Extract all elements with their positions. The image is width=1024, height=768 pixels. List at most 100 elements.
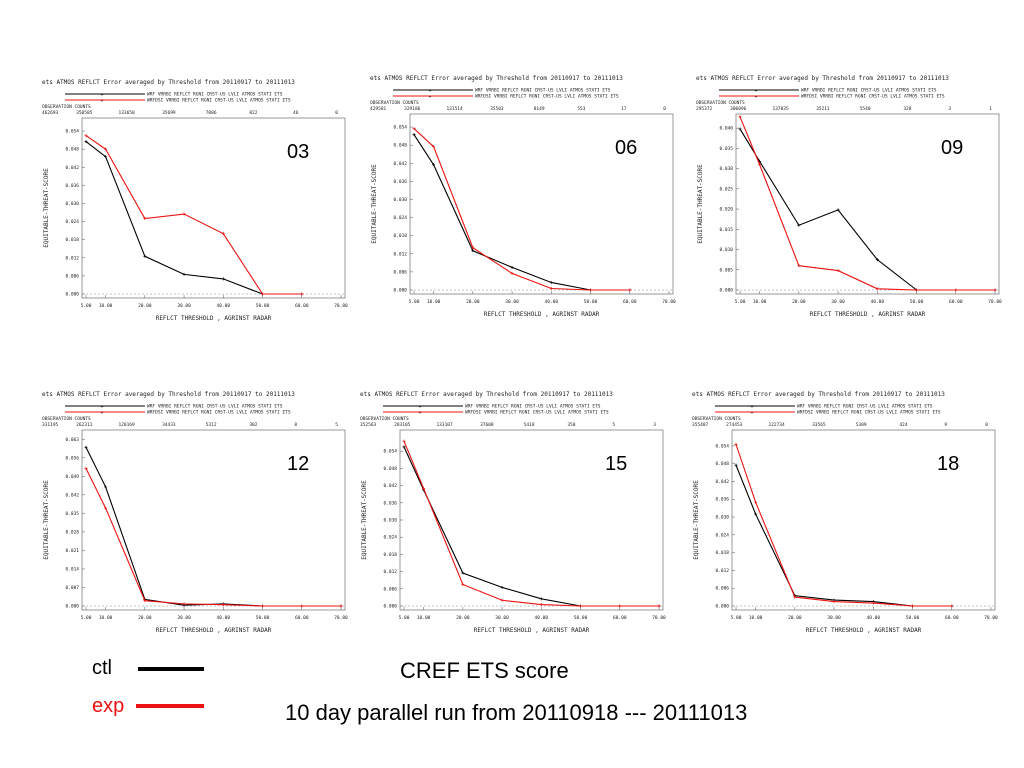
- data-point-exp: [954, 288, 958, 292]
- ctl-legend-line: [138, 667, 204, 671]
- y-tick-label: 0.012: [383, 569, 397, 575]
- x-tick-label: 70.00: [652, 615, 666, 621]
- data-point-exp: [182, 602, 186, 606]
- obs-count: 1: [989, 106, 992, 112]
- legend-ctl-text: WRF VRRBI REFLCT RGNI CRST-US LVLI ATMOS…: [801, 88, 937, 94]
- obs-count: 17: [621, 106, 627, 112]
- series-line-ctl: [413, 134, 630, 291]
- y-tick-label: 0.030: [715, 515, 729, 521]
- data-point-exp: [300, 604, 304, 608]
- obs-count: 274453: [726, 422, 743, 428]
- data-point-exp: [797, 264, 801, 268]
- x-tick-label: 60.00: [295, 615, 309, 621]
- obs-header: OBSERVATION COUNTS: [692, 416, 741, 422]
- data-point-ctl: [412, 133, 416, 137]
- y-tick-label: 0.028: [65, 529, 79, 535]
- legend-exp-marker: +: [101, 411, 104, 416]
- chart-title: ets ATMOS REFLCT Error averaged by Thres…: [692, 391, 945, 398]
- chart-title: ets ATMOS REFLCT Error averaged by Thres…: [370, 75, 623, 82]
- x-tick-label: 10.00: [417, 615, 431, 621]
- x-tick-label: 5.00: [399, 615, 410, 621]
- x-tick-label: 40.00: [217, 303, 231, 309]
- obs-count: 283105: [394, 422, 411, 428]
- x-tick-label: 40.00: [871, 299, 885, 305]
- footer-subtitle: 10 day parallel run from 20110918 --- 20…: [285, 700, 748, 725]
- chart-title: ets ATMOS REFLCT Error averaged by Thres…: [360, 391, 613, 398]
- data-point-exp: [261, 604, 265, 608]
- x-tick-label: 50.00: [906, 615, 920, 621]
- obs-count: 5312: [206, 422, 217, 428]
- y-axis-label: EQUITABLE-THREAT-SCORE: [697, 164, 704, 244]
- obs-count: 553: [577, 106, 585, 112]
- x-tick-label: 10.00: [427, 299, 441, 305]
- chart-panel-15: ets ATMOS REFLCT Error averaged by Thres…: [358, 390, 668, 635]
- data-point-exp: [104, 506, 108, 510]
- x-axis-label: REFLCT THRESHOLD , AGRINST RADAR: [484, 311, 600, 318]
- chart-svg-12: ets ATMOS REFLCT Error averaged by Thres…: [42, 391, 348, 634]
- data-point-ctl: [143, 254, 147, 258]
- plot-frame: [735, 113, 1000, 295]
- x-tick-label: 50.00: [584, 299, 598, 305]
- data-point-exp: [412, 127, 416, 131]
- data-point-exp: [911, 604, 915, 608]
- data-point-exp: [221, 232, 225, 236]
- data-point-ctl: [104, 155, 108, 159]
- legend-ctl-text: WRF VRRBI REFLCT RGNI CRST-US LVLI ATMOS…: [797, 404, 933, 410]
- legend-ctl-text: WRF VRRBI REFLCT RGNI CRST-US LVLI ATMOS…: [147, 404, 283, 410]
- data-point-exp: [758, 163, 762, 167]
- exp-legend-line: [136, 704, 204, 708]
- obs-count: 7086: [206, 110, 217, 116]
- series-line-ctl: [735, 464, 952, 607]
- data-point-exp: [832, 600, 836, 604]
- y-tick-label: 0.000: [393, 288, 407, 294]
- chart-svg-03: ets ATMOS REFLCT Error averaged by Thres…: [42, 79, 348, 322]
- chart-panel-18: ets ATMOS REFLCT Error averaged by Thres…: [690, 390, 1000, 635]
- y-tick-label: 0.010: [719, 247, 733, 253]
- obs-count: 5309: [856, 422, 867, 428]
- obs-count: 5540: [860, 106, 871, 112]
- x-tick-label: 5.00: [731, 615, 742, 621]
- ctl-legend-label: ctl: [92, 657, 112, 679]
- x-tick-label: 30.00: [827, 615, 841, 621]
- obs-count: 331195: [42, 422, 59, 428]
- data-point-exp: [950, 604, 954, 608]
- x-tick-label: 60.00: [945, 615, 959, 621]
- forecast-hour-label: 12: [287, 453, 309, 475]
- y-tick-label: 0.063: [65, 437, 79, 443]
- obs-count: 429581: [370, 106, 387, 112]
- y-tick-label: 0.006: [383, 586, 397, 592]
- y-tick-label: 0.035: [65, 511, 79, 517]
- y-tick-label: 0.048: [393, 143, 407, 149]
- obs-count: 350585: [76, 110, 93, 116]
- legend-exp-text: WRFDSI VRRBI REFLCT RGNI CRST-US LVLI AT…: [801, 94, 945, 100]
- data-point-exp: [657, 604, 661, 608]
- data-point-exp: [182, 212, 186, 216]
- chart-panel-09: ets ATMOS REFLCT Error averaged by Thres…: [694, 74, 1004, 319]
- y-tick-label: 0.042: [65, 165, 79, 171]
- data-point-exp: [793, 595, 797, 599]
- series-line-ctl: [85, 141, 302, 295]
- obs-count: 34433: [162, 422, 176, 428]
- data-point-exp: [539, 603, 543, 607]
- y-tick-label: 0.014: [65, 566, 79, 572]
- chart-panel-12: ets ATMOS REFLCT Error averaged by Thres…: [40, 390, 350, 635]
- data-point-exp: [402, 439, 406, 443]
- series-line-exp: [413, 128, 630, 291]
- legend-exp-text: WRFDSI VRRBI REFLCT RGNI CRST-US LVLI AT…: [465, 410, 609, 416]
- legend-exp-text: WRFDSI VRRBI REFLCT RGNI CRST-US LVLI AT…: [147, 410, 291, 416]
- exp-legend-label: exp: [92, 695, 125, 717]
- plot-frame: [409, 113, 674, 295]
- data-point-exp: [915, 288, 919, 292]
- x-tick-label: 20.00: [792, 299, 806, 305]
- x-axis-label: REFLCT THRESHOLD , AGRINST RADAR: [156, 315, 272, 322]
- obs-count: 8149: [534, 106, 545, 112]
- obs-count: 328: [903, 106, 911, 112]
- y-tick-label: 0.015: [719, 227, 733, 233]
- y-tick-label: 0.049: [65, 474, 79, 480]
- y-tick-label: 0.056: [65, 455, 79, 461]
- data-point-exp: [738, 115, 742, 119]
- y-tick-label: 0.030: [383, 518, 397, 524]
- y-tick-label: 0.042: [383, 483, 397, 489]
- x-tick-label: 60.00: [623, 299, 637, 305]
- obs-count: 306096: [730, 106, 747, 112]
